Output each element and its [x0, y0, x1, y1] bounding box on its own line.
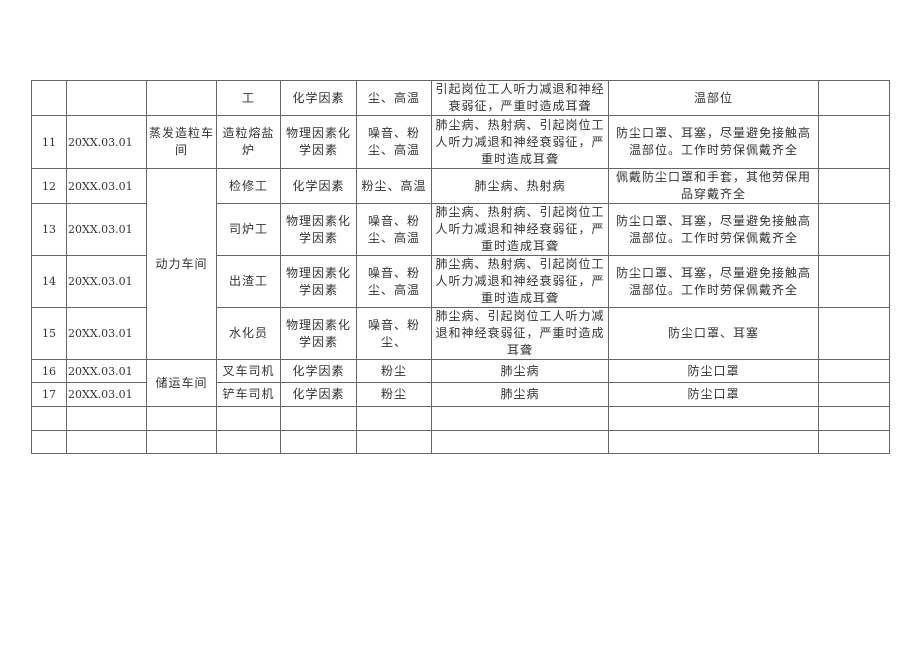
cell-disease	[431, 406, 609, 431]
cell-date: 20XX.03.01	[66, 307, 147, 360]
cell-hazard: 粉尘	[356, 382, 432, 407]
cell-disease: 肺尘病	[431, 382, 609, 407]
cell-post: 司炉工	[216, 203, 281, 256]
cell-no	[31, 80, 67, 116]
cell-no: 17	[31, 382, 67, 407]
cell-protection: 防尘口罩、耳塞，尽量避免接触高 温部位。工作时劳保佩戴齐全	[608, 115, 819, 169]
cell-protection: 防尘口罩、耳塞，尽量避免接触高 温部位。工作时劳保佩戴齐全	[608, 203, 819, 256]
cell-date	[66, 430, 147, 454]
cell-date: 20XX.03.01	[66, 168, 147, 204]
cell-date	[66, 406, 147, 431]
cell-protection: 防尘口罩	[608, 359, 819, 383]
cell-factor	[280, 430, 357, 454]
cell-post: 铲车司机	[216, 382, 281, 407]
cell-remark	[818, 168, 890, 204]
cell-workshop: 储运车间	[146, 359, 217, 407]
cell-factor	[280, 406, 357, 431]
cell-post: 工	[216, 80, 281, 116]
cell-hazard: 噪音、粉 尘、高温	[356, 255, 432, 308]
cell-protection	[608, 406, 819, 431]
cell-date: 20XX.03.01	[66, 255, 147, 308]
cell-disease: 肺尘病、热射病、引起岗位工 人听力减退和神经衰弱征，严 重时造成耳聋	[431, 203, 609, 256]
cell-remark	[818, 382, 890, 407]
cell-disease: 引起岗位工人听力减退和神经 衰弱征，严重时造成耳聋	[431, 80, 609, 116]
cell-remark	[818, 430, 890, 454]
table-row: 12 20XX.03.01 动力车间 检修工 化学因素 粉尘、高温 肺尘病、热射病 佩戴防尘口…	[31, 168, 890, 360]
cell-remark	[818, 359, 890, 383]
cell-disease: 肺尘病	[431, 359, 609, 383]
cell-factor: 化学因素	[280, 80, 357, 116]
cell-post	[216, 406, 281, 431]
cell-hazard	[356, 430, 432, 454]
cell-factor: 物理因素化 学因素	[280, 115, 357, 169]
cell-hazard	[356, 406, 432, 431]
cell-hazard: 粉尘、高温	[356, 168, 432, 204]
cell-factor: 物理因素化 学因素	[280, 307, 357, 360]
table-row: 16 20XX.03.01 储运车间 叉车司机 化学因素 粉尘 肺尘病 防尘口罩	[31, 359, 890, 407]
cell-hazard: 粉尘	[356, 359, 432, 383]
cell-protection: 温部位	[608, 80, 819, 116]
cell-no: 15	[31, 307, 67, 360]
table-row: 工化学因素 尘、高温 引起岗位工人听力减退和神经 衰弱征，严重时造成耳聋 温部位	[31, 80, 890, 116]
table-row: 13 20XX.03.01 司炉工 物理因素化 学因素 噪音、粉 尘、高温 肺尘病、热射病…	[31, 203, 890, 256]
cell-post: 水化员	[216, 307, 281, 360]
cell-remark	[818, 80, 890, 116]
cell-disease: 肺尘病、热射病、引起岗位工 人听力减退和神经衰弱征，严 重时造成耳聋	[431, 255, 609, 308]
occupational-hazard-table: 工化学因素 尘、高温 引起岗位工人听力减退和神经 衰弱征，严重时造成耳聋 温部位 11 2…	[31, 80, 890, 454]
cell-protection: 防尘口罩、耳塞，尽量避免接触高 温部位。工作时劳保佩戴齐全	[608, 255, 819, 308]
cell-date: 20XX.03.01	[66, 115, 147, 169]
cell-factor: 物理因素化 学因素	[280, 255, 357, 308]
cell-remark	[818, 255, 890, 308]
cell-post: 检修工	[216, 168, 281, 204]
cell-workshop	[146, 430, 217, 454]
table-row	[31, 406, 890, 431]
cell-no: 13	[31, 203, 67, 256]
cell-remark	[818, 203, 890, 256]
cell-protection: 佩戴防尘口罩和手套，其他劳保用 品穿戴齐全	[608, 168, 819, 204]
table-row: 17 20XX.03.01 铲车司机 化学因素 粉尘 肺尘病 防尘口罩	[31, 382, 890, 407]
cell-disease: 肺尘病、引起岗位工人听力减 退和神经衰弱征，严重时造成 耳聋	[431, 307, 609, 360]
cell-disease	[431, 430, 609, 454]
cell-workshop	[146, 80, 217, 116]
cell-post: 造粒熔盐 炉	[216, 115, 281, 169]
cell-protection	[608, 430, 819, 454]
cell-post	[216, 430, 281, 454]
cell-date: 20XX.03.01	[66, 203, 147, 256]
cell-no: 14	[31, 255, 67, 308]
cell-workshop: 蒸发造粒车 间	[146, 115, 217, 169]
cell-factor: 化学因素	[280, 382, 357, 407]
cell-disease: 肺尘病、热射病、引起岗位工 人听力减退和神经衰弱征，严 重时造成耳聋	[431, 115, 609, 169]
cell-no	[31, 406, 67, 431]
cell-date: 20XX.03.01	[66, 359, 147, 383]
cell-workshop	[146, 406, 217, 431]
cell-remark	[818, 307, 890, 360]
cell-hazard: 噪音、粉 尘、高温	[356, 115, 432, 169]
cell-hazard: 噪音、粉 尘、高温	[356, 203, 432, 256]
cell-post: 出渣工	[216, 255, 281, 308]
cell-factor: 化学因素	[280, 359, 357, 383]
cell-factor: 物理因素化 学因素	[280, 203, 357, 256]
cell-no: 12	[31, 168, 67, 204]
cell-hazard: 尘、高温	[356, 80, 432, 116]
cell-factor: 化学因素	[280, 168, 357, 204]
cell-protection: 防尘口罩	[608, 382, 819, 407]
cell-no	[31, 430, 67, 454]
cell-no: 11	[31, 115, 67, 169]
cell-post: 叉车司机	[216, 359, 281, 383]
cell-date: 20XX.03.01	[66, 382, 147, 407]
table-row: 11 20XX.03.01 蒸发造粒车 间造粒熔盐 炉物理因素化 学因素 噪音、粉 尘…	[31, 115, 890, 169]
cell-no: 16	[31, 359, 67, 383]
cell-hazard: 噪音、粉尘、	[356, 307, 432, 360]
cell-date	[66, 80, 147, 116]
cell-workshop: 动力车间	[146, 168, 217, 360]
table-row: 14 20XX.03.01 出渣工 物理因素化 学因素 噪音、粉 尘、高温 肺尘病、热射病…	[31, 255, 890, 308]
cell-remark	[818, 115, 890, 169]
cell-protection: 防尘口罩、耳塞	[608, 307, 819, 360]
cell-disease: 肺尘病、热射病	[431, 168, 609, 204]
table-row	[31, 430, 890, 454]
cell-remark	[818, 406, 890, 431]
